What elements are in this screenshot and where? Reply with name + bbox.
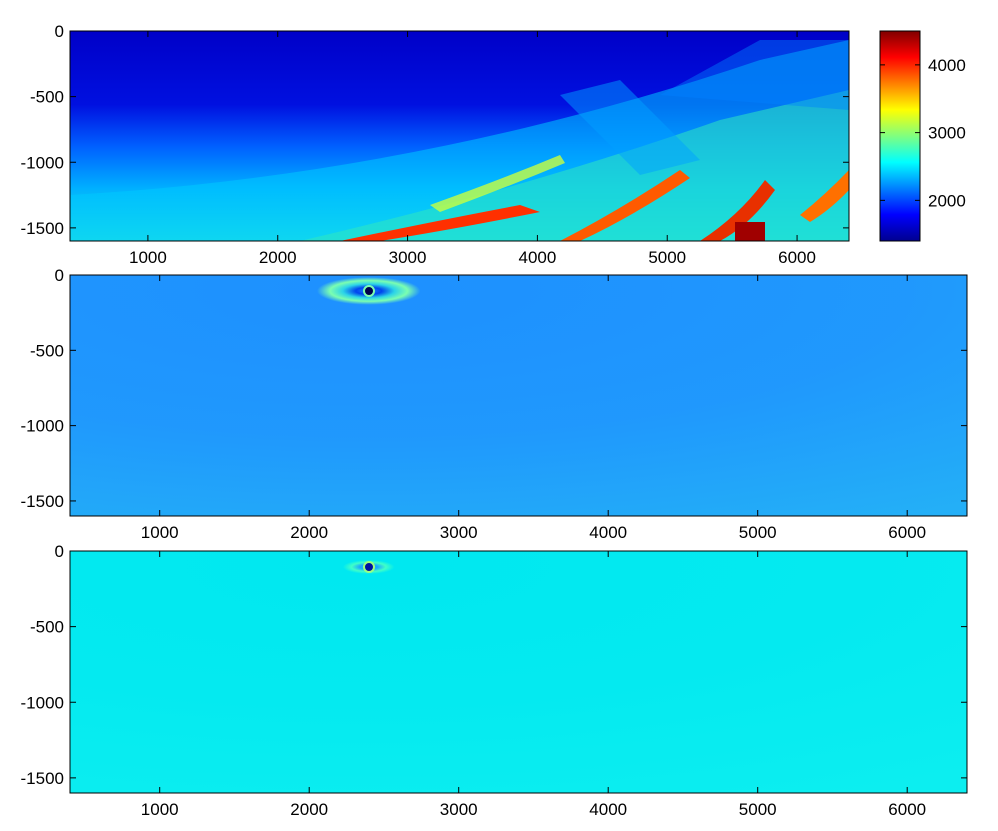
x-tick-label: 2000 [290, 523, 328, 542]
x-tick-label: 5000 [648, 248, 686, 267]
velocity-model-panel: 1000 2000 3000 4000 5000 6000 0 -500 -1000 -1500 [21, 22, 850, 267]
x-tick-label: 6000 [888, 800, 926, 819]
y-tick-label: -500 [30, 88, 64, 107]
high-velocity-layer [700, 180, 775, 241]
x-tick-label: 2000 [259, 248, 297, 267]
x-tick-label: 2000 [290, 800, 328, 819]
x-tick-label: 6000 [888, 523, 926, 542]
velocity-layer-band [300, 90, 849, 241]
source-marker [363, 561, 375, 573]
colorbar-ticks: 2000 3000 4000 [880, 56, 966, 210]
velocity-fault-block [560, 80, 700, 175]
x-tick-label: 1000 [129, 248, 167, 267]
plot-frame [69, 274, 968, 517]
y-tick-label: -1000 [21, 693, 64, 712]
wavefield-2-attenuation [70, 551, 967, 793]
high-velocity-layer [340, 205, 540, 241]
velocity-max-block [735, 222, 765, 241]
axes: 1000 2000 3000 4000 5000 6000 0 -500 -1000 -1500 [21, 542, 967, 819]
y-tick-label: -1500 [21, 219, 64, 238]
x-tick-label: 1000 [141, 800, 179, 819]
y-tick-label: 0 [55, 22, 64, 41]
wavefield-1-panel: 1000 2000 3000 4000 5000 6000 0 -500 -1000 -1500 [21, 266, 968, 542]
wavefield-1-attenuation [70, 275, 967, 516]
y-tick-label: -1000 [21, 153, 64, 172]
x-tick-label: 3000 [440, 800, 478, 819]
plot-frame [69, 30, 850, 242]
x-tick-label: 4000 [518, 248, 556, 267]
y-tick-label: -1500 [21, 769, 64, 788]
x-tick-label: 4000 [589, 800, 627, 819]
x-tick-label: 3000 [440, 523, 478, 542]
wavefield-2-panel: 1000 2000 3000 4000 5000 6000 0 -500 -1000 -1500 [21, 542, 968, 819]
colorbar: 2000 3000 4000 [879, 30, 966, 242]
y-tick-label: -1500 [21, 492, 64, 511]
source-marker [363, 285, 375, 297]
y-tick-label: -1000 [21, 417, 64, 436]
x-tick-label: 5000 [739, 800, 777, 819]
x-tick-label: 5000 [739, 523, 777, 542]
x-tick-label: 1000 [141, 523, 179, 542]
y-tick-label: -500 [30, 618, 64, 637]
colorbar-tick-label: 2000 [928, 191, 966, 210]
high-velocity-layer [430, 155, 565, 212]
axes: 1000 2000 3000 4000 5000 6000 0 -500 -1000 -1500 [21, 22, 849, 267]
x-tick-label: 6000 [778, 248, 816, 267]
axes: 1000 2000 3000 4000 5000 6000 0 -500 -1000 -1500 [21, 266, 967, 542]
y-tick-label: 0 [55, 266, 64, 285]
colorbar-tick-label: 3000 [928, 124, 966, 143]
colorbar-tick-label: 4000 [928, 56, 966, 75]
high-velocity-layer [560, 170, 690, 241]
y-tick-label: 0 [55, 542, 64, 561]
y-tick-label: -500 [30, 341, 64, 360]
plot-frame [69, 550, 968, 794]
high-velocity-layer [800, 170, 849, 222]
velocity-fault-block [660, 40, 849, 110]
colorbar-gradient [879, 30, 921, 242]
x-tick-label: 3000 [389, 248, 427, 267]
x-tick-label: 4000 [589, 523, 627, 542]
